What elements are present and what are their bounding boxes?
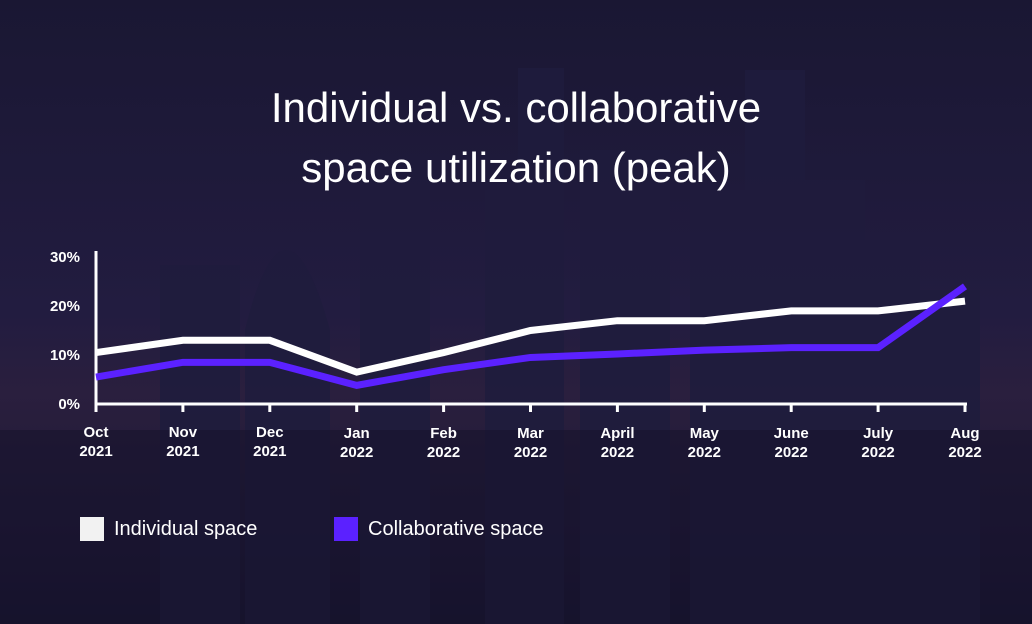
y-axis-ticks: 0% 10% 20% 30%: [50, 249, 80, 413]
series-lines: [95, 283, 968, 389]
x-axis-ticks: Oct 2021 Nov 2021 Dec 2021 Jan 2022 Feb 2022 Mar 20…: [79, 404, 982, 461]
x-tick-label-month: Aug: [950, 425, 979, 442]
legend-item: Individual space: [80, 517, 257, 541]
legend: Individual space Collaborative space: [80, 517, 544, 541]
chart-title-line-1: Individual vs. collaborative: [271, 84, 761, 131]
x-tick-label-year: 2021: [253, 443, 286, 460]
y-tick-label: 10%: [50, 347, 80, 364]
x-tick-label-month: June: [774, 425, 809, 442]
series-line-collaborative: [95, 283, 968, 389]
y-tick-label: 0%: [58, 396, 80, 413]
x-tick-label-year: 2022: [427, 444, 460, 461]
x-tick-label-year: 2022: [948, 444, 981, 461]
x-tick-label-month: Feb: [430, 425, 457, 442]
x-tick-label-month: Nov: [169, 424, 198, 441]
legend-item: Collaborative space: [334, 517, 544, 541]
x-tick-label-month: Dec: [256, 424, 284, 441]
x-tick-label-month: July: [863, 425, 894, 442]
x-tick-label-year: 2021: [79, 443, 112, 460]
y-tick-label: 20%: [50, 298, 80, 315]
legend-label: Collaborative space: [368, 518, 544, 540]
x-tick-label-year: 2022: [340, 444, 373, 461]
x-tick-label-year: 2022: [688, 444, 721, 461]
legend-label: Individual space: [114, 518, 257, 540]
x-tick-label-year: 2021: [166, 443, 199, 460]
x-tick-label-month: Oct: [83, 424, 108, 441]
x-tick-label-month: May: [690, 425, 720, 442]
x-tick-label-month: Jan: [344, 425, 370, 442]
series-line-individual: [95, 297, 966, 376]
x-tick-label-year: 2022: [514, 444, 547, 461]
chart-title: Individual vs. collaborative space utili…: [271, 84, 761, 191]
x-tick-label-month: April: [600, 425, 634, 442]
x-tick-label-year: 2022: [861, 444, 894, 461]
legend-swatch: [334, 517, 358, 541]
x-tick-label-month: Mar: [517, 425, 544, 442]
y-tick-label: 30%: [50, 249, 80, 266]
chart-title-line-2: space utilization (peak): [301, 144, 731, 191]
x-tick-label-year: 2022: [601, 444, 634, 461]
legend-swatch: [80, 517, 104, 541]
x-tick-label-year: 2022: [775, 444, 808, 461]
